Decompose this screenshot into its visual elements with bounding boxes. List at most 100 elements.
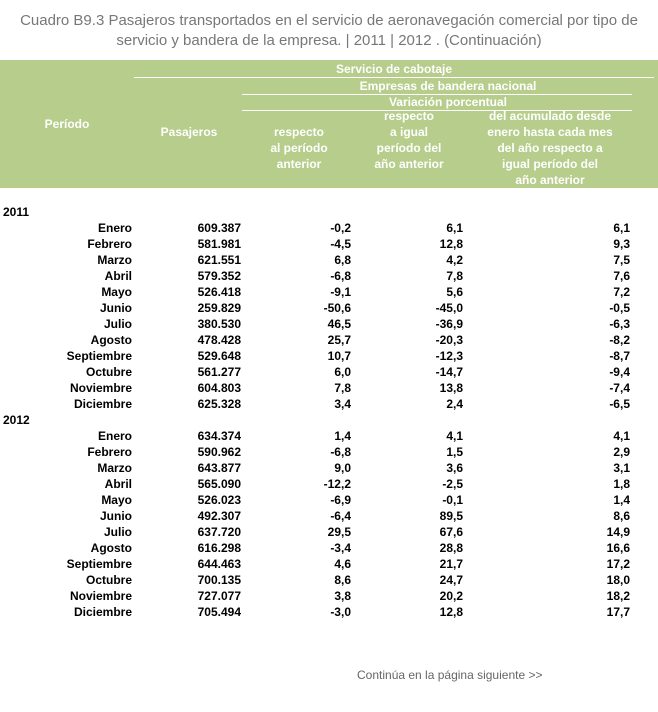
pasajeros-cell: 581.981 [197, 237, 241, 251]
header-col3-line: enero hasta cada mes [487, 125, 613, 139]
var-igual-periodo-cell: 12,8 [439, 237, 463, 251]
var-acumulado-cell: 1,8 [613, 477, 630, 491]
var-periodo-anterior-cell: -4,5 [330, 237, 351, 251]
header-col2-line: año anterior [374, 157, 444, 171]
month-cell: Abril [104, 477, 132, 491]
var-periodo-anterior-cell: 1,4 [334, 429, 351, 443]
var-igual-periodo-cell: 3,6 [446, 461, 463, 475]
var-periodo-anterior-cell: -50,6 [323, 301, 351, 315]
header-variacion: Variación porcentual [388, 95, 508, 109]
var-acumulado-cell: 7,5 [613, 253, 630, 267]
header-periodo: Período [44, 117, 90, 131]
var-acumulado-cell: 4,1 [613, 429, 630, 443]
pasajeros-cell: 380.530 [197, 317, 241, 331]
pasajeros-cell: 604.803 [197, 381, 241, 395]
header-col1-line: respecto [273, 125, 325, 139]
var-igual-periodo-cell: -36,9 [435, 317, 463, 331]
table-row: Marzo 621.551 6,8 4,2 7,5 [0, 252, 658, 268]
var-igual-periodo-cell: 2,4 [446, 397, 463, 411]
var-igual-periodo-cell: 20,2 [439, 589, 463, 603]
table-row: Agosto 616.298 -3,4 28,8 16,6 [0, 540, 658, 556]
table-row: Enero 609.387 -0,2 6,1 6,1 [0, 220, 658, 236]
header-divider-empresas [242, 94, 632, 95]
table-header: Período Servicio de cabotaje Empresas de… [0, 60, 658, 188]
var-acumulado-cell: 16,6 [606, 541, 630, 555]
var-periodo-anterior-cell: -6,4 [330, 509, 351, 523]
var-igual-periodo-cell: 89,5 [439, 509, 463, 523]
continue-link[interactable]: Continúa en la página siguiente >> [357, 668, 543, 682]
var-igual-periodo-cell: 1,5 [446, 445, 463, 459]
var-igual-periodo-cell: -2,5 [442, 477, 463, 491]
month-cell: Septiembre [66, 349, 132, 363]
month-cell: Mayo [101, 493, 132, 507]
var-acumulado-cell: -0,5 [609, 301, 630, 315]
header-col1: respecto al período anterior [244, 124, 354, 172]
pasajeros-cell: 625.328 [197, 397, 241, 411]
var-igual-periodo-cell: 12,8 [439, 605, 463, 619]
month-cell: Agosto [90, 541, 132, 555]
month-cell: Enero [97, 221, 132, 235]
header-divider-servicio [134, 77, 654, 78]
var-acumulado-cell: 18,2 [606, 589, 630, 603]
var-acumulado-cell: 17,2 [606, 557, 630, 571]
var-periodo-anterior-cell: 9,0 [334, 461, 351, 475]
pasajeros-cell: 561.277 [197, 365, 241, 379]
month-cell: Febrero [87, 445, 132, 459]
var-igual-periodo-cell: 21,7 [439, 557, 463, 571]
table-row: Junio 259.829 -50,6 -45,0 -0,5 [0, 300, 658, 316]
pasajeros-cell: 565.090 [197, 477, 241, 491]
month-cell: Abril [104, 269, 132, 283]
var-periodo-anterior-cell: 10,7 [327, 349, 351, 363]
month-cell: Junio [100, 509, 132, 523]
month-cell: Julio [103, 317, 132, 331]
var-acumulado-cell: 9,3 [613, 237, 630, 251]
month-cell: Diciembre [73, 397, 132, 411]
var-periodo-anterior-cell: -6,9 [330, 493, 351, 507]
table-row: Febrero 590.962 -6,8 1,5 2,9 [0, 444, 658, 460]
month-cell: Marzo [97, 461, 132, 475]
var-periodo-anterior-cell: 29,5 [327, 525, 351, 539]
var-acumulado-cell: 2,9 [613, 445, 630, 459]
header-col2-line: a igual [389, 125, 428, 139]
table-row: Noviembre 604.803 7,8 13,8 -7,4 [0, 380, 658, 396]
var-periodo-anterior-cell: 6,8 [334, 253, 351, 267]
header-col2: respecto a igual período del año anterio… [354, 108, 464, 172]
var-acumulado-cell: 18,0 [606, 573, 630, 587]
var-periodo-anterior-cell: 3,8 [334, 589, 351, 603]
header-servicio: Servicio de cabotaje [335, 62, 453, 76]
var-igual-periodo-cell: 5,6 [446, 285, 463, 299]
var-acumulado-cell: 3,1 [613, 461, 630, 475]
table-row: Febrero 581.981 -4,5 12,8 9,3 [0, 236, 658, 252]
pasajeros-cell: 705.494 [197, 605, 241, 619]
var-periodo-anterior-cell: -3,0 [330, 605, 351, 619]
month-cell: Enero [97, 429, 132, 443]
var-periodo-anterior-cell: 7,8 [334, 381, 351, 395]
pasajeros-cell: 492.307 [197, 509, 241, 523]
pasajeros-cell: 259.829 [197, 301, 241, 315]
table-row: Octubre 700.135 8,6 24,7 18,0 [0, 572, 658, 588]
header-col3-line: del acumulado desde [488, 109, 612, 123]
header-col3: del acumulado desde enero hasta cada mes… [466, 108, 634, 188]
table-row: Marzo 643.877 9,0 3,6 3,1 [0, 460, 658, 476]
var-igual-periodo-cell: 7,8 [446, 269, 463, 283]
header-divider-variacion [242, 110, 632, 111]
table-row: Mayo 526.418 -9,1 5,6 7,2 [0, 284, 658, 300]
var-acumulado-cell: 1,4 [613, 493, 630, 507]
pasajeros-cell: 616.298 [197, 541, 241, 555]
table-row: Abril 565.090 -12,2 -2,5 1,8 [0, 476, 658, 492]
var-periodo-anterior-cell: -12,2 [323, 477, 351, 491]
var-igual-periodo-cell: -14,7 [435, 365, 463, 379]
table-row: Noviembre 727.077 3,8 20,2 18,2 [0, 588, 658, 604]
var-igual-periodo-cell: 24,7 [439, 573, 463, 587]
var-igual-periodo-cell: -20,3 [435, 333, 463, 347]
table-row: Octubre 561.277 6,0 -14,7 -9,4 [0, 364, 658, 380]
table-row: Julio 637.720 29,5 67,6 14,9 [0, 524, 658, 540]
var-igual-periodo-cell: 4,1 [446, 429, 463, 443]
table-row: Enero 634.374 1,4 4,1 4,1 [0, 428, 658, 444]
var-igual-periodo-cell: 6,1 [446, 221, 463, 235]
var-igual-periodo-cell: -0,1 [442, 493, 463, 507]
var-periodo-anterior-cell: 25,7 [327, 333, 351, 347]
header-col3-line: año anterior [515, 173, 585, 187]
header-col1-line: anterior [276, 157, 322, 171]
month-cell: Junio [100, 301, 132, 315]
